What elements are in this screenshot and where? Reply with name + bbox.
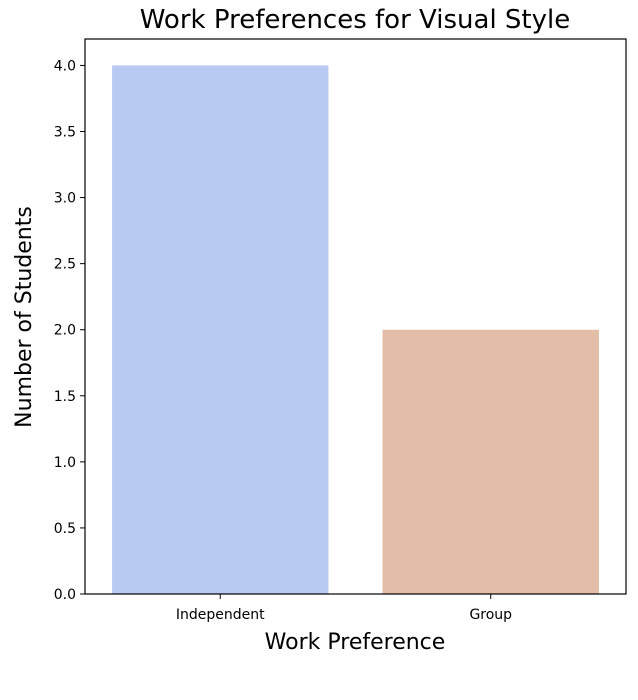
bar-independent <box>112 65 329 594</box>
x-tick-label: Group <box>469 607 512 623</box>
plot-frame <box>84 38 627 595</box>
y-tick-label: 1.0 <box>54 455 76 471</box>
x-axis-title: Work Preference <box>265 630 446 655</box>
x-tick-label: Independent <box>176 607 265 623</box>
y-tick-label: 1.5 <box>54 389 76 405</box>
chart-title: Work Preferences for Visual Style <box>140 5 571 35</box>
y-axis-ticks: 0.0 0.5 1.0 1.5 2.0 2.5 3.0 3.5 4.0 <box>54 58 85 603</box>
y-tick-label: 0.5 <box>54 521 76 537</box>
y-tick-label: 3.5 <box>54 125 76 141</box>
y-tick-label: 3.0 <box>54 191 76 207</box>
x-axis-ticks: Independent Group <box>176 594 512 623</box>
bar-group <box>382 329 599 594</box>
bars-group <box>112 65 599 594</box>
y-tick-label: 0.0 <box>54 587 76 603</box>
y-tick-label: 4.0 <box>54 58 76 74</box>
y-axis-title: Number of Students <box>12 206 37 428</box>
y-tick-label: 2.0 <box>54 323 76 339</box>
y-tick-label: 2.5 <box>54 257 76 273</box>
